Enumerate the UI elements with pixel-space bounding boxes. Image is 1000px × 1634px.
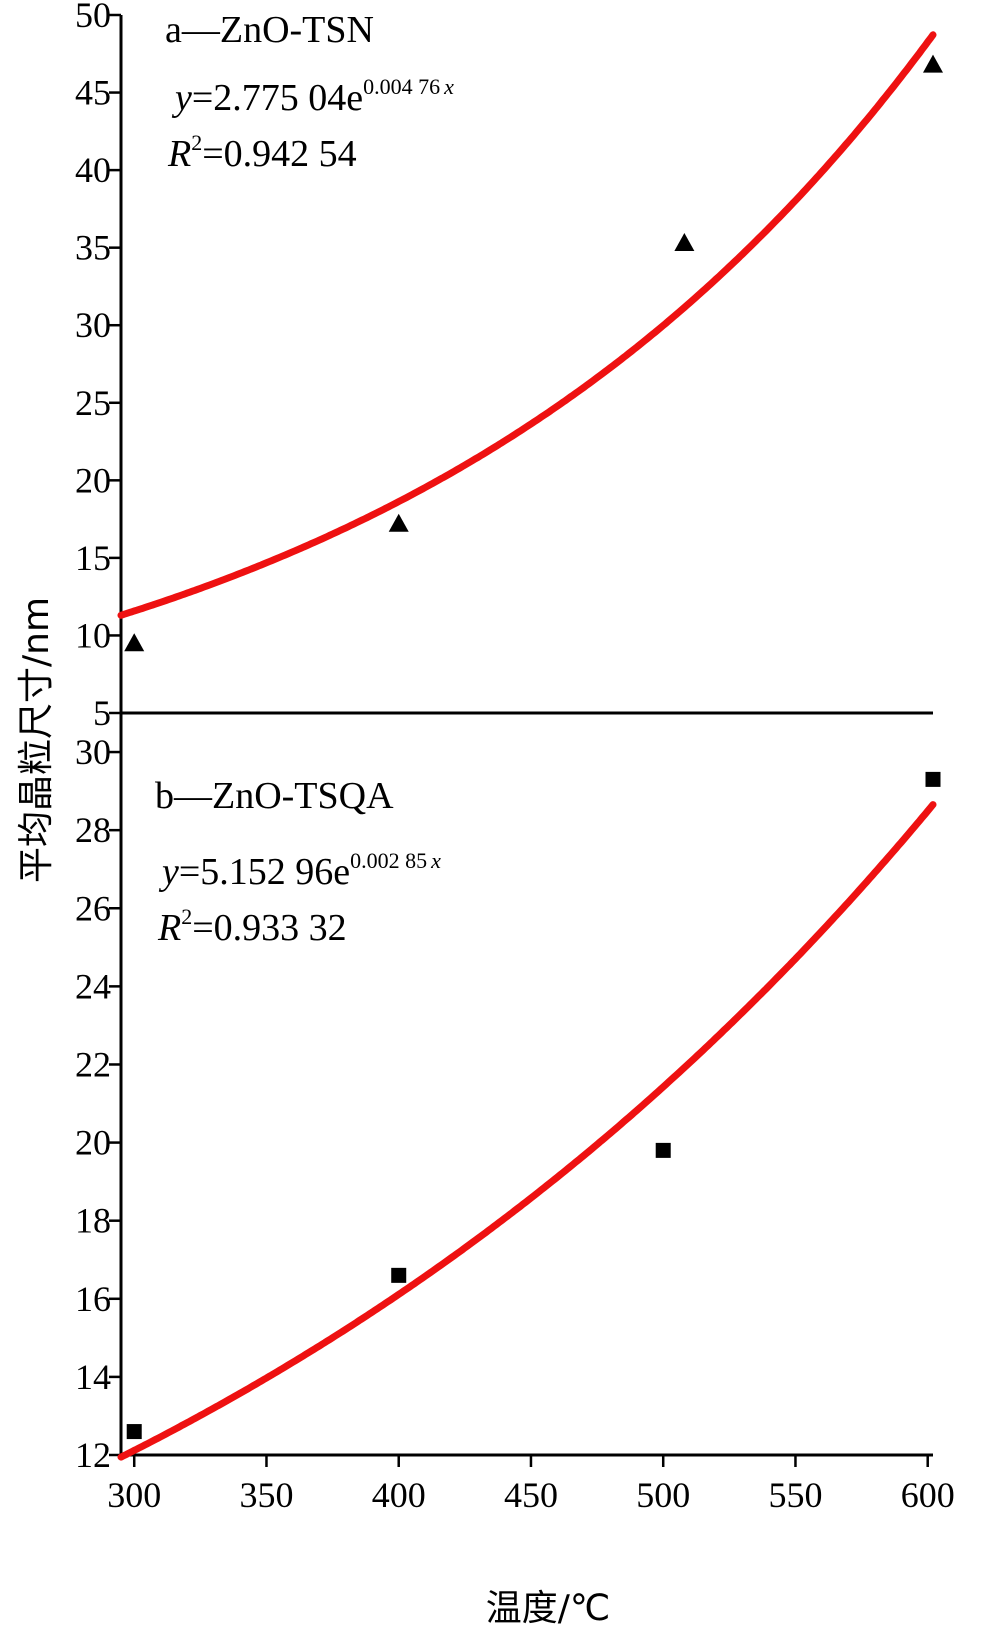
panel-b-y-tick-label: 20: [75, 1123, 111, 1163]
panel-b-data-point: [925, 771, 941, 787]
panel-a-title: a—ZnO-TSN: [165, 9, 374, 51]
x-tick-label: 600: [901, 1475, 955, 1515]
x-axis-title: 温度/℃: [486, 1588, 611, 1629]
panel-b-fit-curve: [117, 801, 937, 1461]
x-tick-label: 300: [107, 1475, 161, 1515]
x-tick-label: 400: [372, 1475, 426, 1515]
panel-a-y-tick-label: 35: [75, 228, 111, 268]
panel-a-r-squared: R2=0.942 54: [167, 130, 357, 175]
x-tick-label: 550: [768, 1475, 822, 1515]
panel-b-data-point: [391, 1267, 407, 1283]
panel-a-y-tick-label: 20: [75, 460, 111, 500]
panel-a-y-tick-label: 5: [93, 693, 111, 733]
axes-frame: [119, 15, 933, 1457]
panel-b-y-tick-label: 18: [75, 1201, 111, 1241]
panel-b-fit-curve-group: [117, 801, 937, 1461]
panel-b-data-point: [655, 1142, 671, 1158]
panel-b-y-tick-label: 22: [75, 1044, 111, 1084]
x-tick-label: 350: [239, 1475, 293, 1515]
x-axis-ticks: 300 350 400 450 500 550 600: [107, 1455, 955, 1515]
panel-a-data-point: [124, 633, 145, 652]
panel-a-data-point: [923, 54, 943, 73]
panel-b-y-tick-label: 16: [75, 1279, 111, 1319]
panel-a-y-tick-label: 10: [75, 615, 111, 655]
panel-a-y-tick-label: 40: [75, 150, 111, 190]
panel-b-data-points: [126, 771, 941, 1440]
panel-b-title: b—ZnO-TSQA: [155, 775, 394, 817]
panel-a-data-points: [124, 54, 943, 652]
x-tick-label: 500: [636, 1475, 690, 1515]
panel-b-equation: y=5.152 96e0.002 85 x: [158, 848, 441, 893]
panel-b: 12 14 16 18 20 22 24 26 28 30 300 350 400 450 500 550 6…: [75, 732, 955, 1515]
panel-b-y-tick-label: 26: [75, 888, 111, 928]
panel-a-fit-curve: [117, 31, 937, 619]
panel-a-fit-curve-group: [117, 31, 937, 619]
panel-b-y-ticks: 12 14 16 18 20 22 24 26 28 30: [75, 732, 121, 1475]
panel-b-y-tick-label: 30: [75, 732, 111, 772]
panel-b-y-tick-label: 14: [75, 1357, 111, 1397]
panel-a: 5 10 15 20 25 30 35 40 45 50 a—ZnO-TSN y=2.775 04…: [75, 0, 943, 733]
x-tick-label: 450: [504, 1475, 558, 1515]
panel-a-data-point: [674, 233, 695, 252]
panel-a-y-tick-label: 30: [75, 305, 111, 345]
panel-a-data-point: [388, 513, 409, 532]
panel-a-y-tick-label: 15: [75, 538, 111, 578]
panel-a-y-tick-label: 25: [75, 383, 111, 423]
panel-b-y-tick-label: 28: [75, 810, 111, 850]
panel-b-data-point: [126, 1424, 142, 1440]
panel-b-y-tick-label: 12: [75, 1435, 111, 1475]
panel-a-equation: y=2.775 04e0.004 76 x: [171, 74, 454, 119]
y-axis-title: 平均晶粒尺寸/nm: [16, 597, 57, 883]
panel-a-y-tick-label: 45: [75, 73, 111, 113]
panel-a-y-tick-label: 50: [75, 0, 111, 35]
panel-b-y-tick-label: 24: [75, 966, 111, 1006]
panel-a-y-ticks: 5 10 15 20 25 30 35 40 45 50: [75, 0, 121, 733]
panel-b-r-squared: R2=0.933 32: [157, 904, 347, 949]
